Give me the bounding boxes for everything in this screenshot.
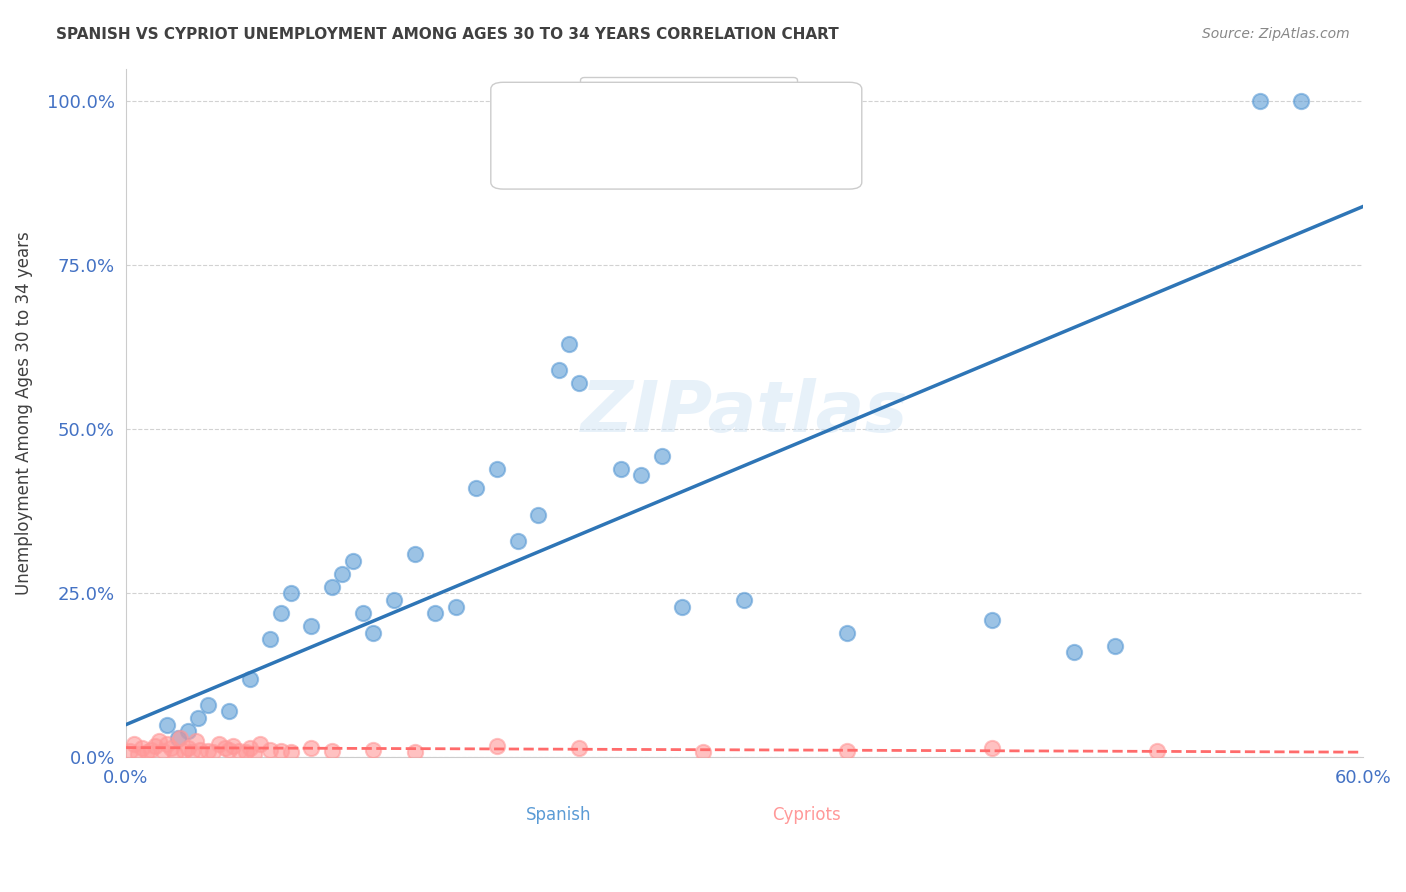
Point bbox=[363, 625, 385, 640]
Point bbox=[1289, 95, 1312, 109]
Point bbox=[214, 740, 236, 755]
Point bbox=[352, 606, 374, 620]
Point bbox=[165, 747, 187, 761]
Point bbox=[177, 740, 200, 755]
Point bbox=[733, 593, 755, 607]
Point bbox=[152, 744, 174, 758]
Y-axis label: Unemployment Among Ages 30 to 34 years: Unemployment Among Ages 30 to 34 years bbox=[15, 231, 32, 595]
Point bbox=[342, 553, 364, 567]
Point bbox=[218, 742, 240, 756]
Point bbox=[651, 449, 673, 463]
Point bbox=[1249, 95, 1271, 109]
Point bbox=[1104, 639, 1126, 653]
Point bbox=[239, 672, 262, 686]
Point bbox=[465, 482, 488, 496]
Point bbox=[332, 566, 354, 581]
Point bbox=[173, 744, 195, 758]
Point bbox=[197, 744, 219, 758]
Point bbox=[321, 744, 343, 758]
Point bbox=[980, 740, 1002, 755]
Point bbox=[222, 739, 245, 753]
Point bbox=[1063, 645, 1085, 659]
Point bbox=[301, 619, 323, 633]
Point bbox=[568, 740, 591, 755]
FancyBboxPatch shape bbox=[491, 82, 862, 189]
Point bbox=[201, 745, 224, 759]
Point bbox=[249, 737, 271, 751]
Point bbox=[177, 724, 200, 739]
Point bbox=[135, 745, 157, 759]
Point bbox=[485, 461, 508, 475]
Point bbox=[558, 337, 581, 351]
Point bbox=[980, 613, 1002, 627]
Point bbox=[181, 745, 204, 759]
Point bbox=[485, 739, 508, 753]
Point bbox=[404, 745, 426, 759]
Text: SPANISH VS CYPRIOT UNEMPLOYMENT AMONG AGES 30 TO 34 YEARS CORRELATION CHART: SPANISH VS CYPRIOT UNEMPLOYMENT AMONG AG… bbox=[56, 27, 839, 42]
Point bbox=[301, 740, 323, 755]
Point bbox=[609, 461, 631, 475]
Point bbox=[131, 740, 153, 755]
Point bbox=[143, 739, 166, 753]
Point bbox=[127, 747, 149, 761]
Point bbox=[188, 742, 211, 756]
Point bbox=[228, 744, 250, 758]
Point bbox=[270, 606, 292, 620]
Point bbox=[259, 742, 281, 756]
Point bbox=[239, 740, 262, 755]
Point bbox=[280, 586, 302, 600]
Point bbox=[382, 593, 405, 607]
Point bbox=[139, 742, 162, 756]
Point bbox=[120, 744, 142, 758]
Point bbox=[692, 745, 714, 759]
Point bbox=[404, 547, 426, 561]
Point bbox=[259, 632, 281, 647]
Point bbox=[423, 606, 446, 620]
Legend: R =  0.695   N = 38, R = -0.051   N = 42: R = 0.695 N = 38, R = -0.051 N = 42 bbox=[581, 77, 797, 141]
Point bbox=[160, 740, 183, 755]
Point bbox=[235, 745, 257, 759]
Point bbox=[568, 376, 591, 391]
Point bbox=[837, 625, 859, 640]
Point bbox=[156, 737, 179, 751]
Point bbox=[280, 745, 302, 759]
Point bbox=[197, 698, 219, 712]
Text: Spanish: Spanish bbox=[526, 805, 592, 823]
Point bbox=[166, 731, 188, 745]
Point bbox=[547, 363, 569, 377]
Text: ZIPatlas: ZIPatlas bbox=[581, 378, 908, 448]
Point bbox=[321, 580, 343, 594]
Point bbox=[506, 533, 529, 548]
Point bbox=[1146, 744, 1168, 758]
Point bbox=[187, 711, 209, 725]
Point bbox=[243, 747, 266, 761]
Text: Source: ZipAtlas.com: Source: ZipAtlas.com bbox=[1202, 27, 1350, 41]
Point bbox=[363, 742, 385, 756]
Point bbox=[184, 734, 207, 748]
Point bbox=[444, 599, 467, 614]
Point bbox=[218, 705, 240, 719]
Point bbox=[527, 508, 550, 522]
Point bbox=[156, 717, 179, 731]
Point bbox=[122, 737, 145, 751]
Point bbox=[148, 734, 170, 748]
Point bbox=[630, 468, 652, 483]
Point bbox=[270, 744, 292, 758]
Text: Cypriots: Cypriots bbox=[772, 805, 841, 823]
Point bbox=[837, 744, 859, 758]
Point bbox=[671, 599, 693, 614]
Point bbox=[169, 731, 191, 745]
Point bbox=[208, 737, 231, 751]
